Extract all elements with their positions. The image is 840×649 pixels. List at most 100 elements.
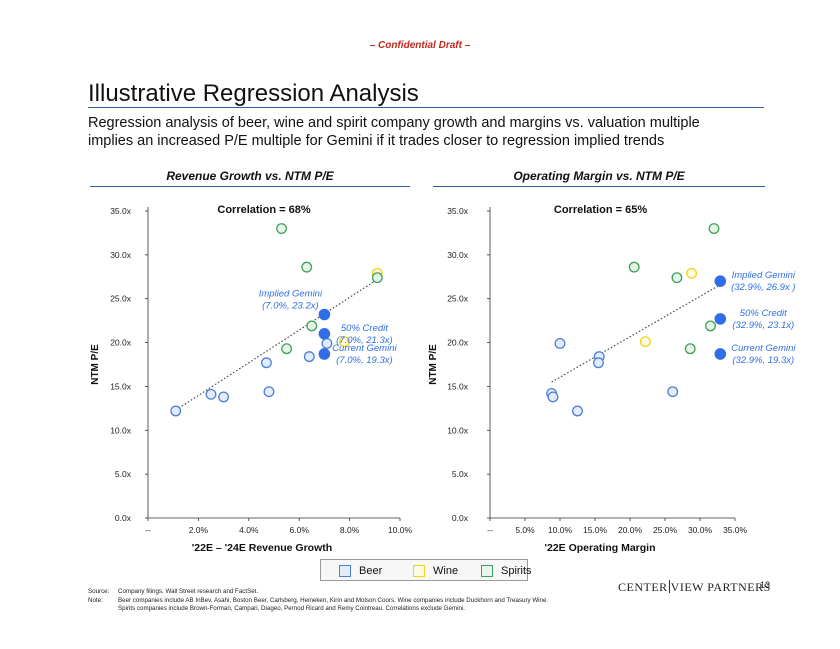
note-text-2: Spirits companies include Brown-Forman, …	[118, 605, 465, 612]
chart1-beer-point	[170, 405, 182, 417]
confidential-banner: – Confidential Draft –	[369, 40, 471, 51]
chart2-y-tick-label: 5.0x	[452, 469, 469, 479]
chart1-title: Revenue Growth vs. NTM P/E	[166, 169, 334, 183]
chart1-y-tick-label: 0.0x	[115, 513, 132, 523]
chart2-x-tick-label: 30.0%	[688, 525, 713, 535]
chart2-y-tick-label: 25.0x	[447, 294, 469, 304]
chart1-wine-point	[339, 336, 351, 348]
chart1-beer-point	[263, 386, 275, 398]
chart1-x-axis-title: '22E – '24E Revenue Growth	[192, 542, 332, 554]
chart1-x-tick-label: 4.0%	[239, 525, 259, 535]
chart1-gemini-value-label: (7.0%, 23.2x)	[262, 301, 319, 312]
page-title: Illustrative Regression Analysis	[88, 80, 419, 107]
chart2-gemini-value-label: (32.9%, 19.3x)	[732, 355, 794, 366]
chart2-spirits-point	[708, 223, 720, 234]
chart1-spirits-point	[276, 223, 288, 234]
chart2-spirits-point	[628, 261, 640, 273]
chart1-beer-point	[260, 357, 272, 369]
logo-text-left: CENTER	[618, 580, 668, 594]
chart2-x-tick-label: 10.0%	[548, 525, 573, 535]
chart2-y-tick-label: 15.0x	[447, 381, 469, 391]
note-line-1: Note: Beer companies include AB InBev, A…	[88, 597, 548, 606]
page-subtitle: Regression analysis of beer, wine and sp…	[88, 115, 700, 149]
chart1-spirits-point	[371, 272, 383, 284]
chart1-y-tick-label: 20.0x	[110, 338, 132, 348]
logo-text-right: VIEW PARTNERS	[670, 580, 771, 594]
legend-label-wine: Wine	[433, 565, 459, 577]
logo-divider	[668, 580, 670, 593]
chart1-y-axis-title: NTM P/E	[90, 344, 101, 385]
beer-swatch	[339, 565, 351, 577]
centerview-logo: CENTER VIEW PARTNERS	[618, 580, 771, 595]
chart2-beer-point	[554, 337, 566, 349]
chart1-y-tick-label: 30.0x	[110, 250, 132, 260]
chart1-gemini-point	[318, 328, 331, 340]
chart2-beer-point	[667, 386, 679, 398]
chart2-x-tick-label: 20.0%	[618, 525, 643, 535]
chart1-y-tick-label: 35.0x	[110, 206, 132, 216]
legend-item-beer: Beer	[339, 564, 382, 578]
chart2-gemini-point	[714, 313, 727, 325]
chart1-y-tick-label: 5.0x	[115, 469, 132, 479]
chart1-revenue-growth-scatter: 0.0x 5.0x 10.0x 15.0x 20.0x 25.0x 30.0x 35.0x --…	[90, 204, 412, 554]
legend-label-spirits: Spirits	[501, 565, 532, 577]
chart1-correlation-label: Correlation = 68%	[217, 204, 310, 216]
chart1-gemini-point	[318, 348, 331, 360]
chart1-gemini-value-label: (7.0%, 19.3x)	[336, 355, 393, 366]
wine-swatch	[413, 565, 425, 577]
chart1-y-tick-label: 10.0x	[110, 425, 132, 435]
chart1-y-tick-label: 25.0x	[110, 294, 132, 304]
chart1-x-tick-label: --	[145, 525, 151, 535]
chart2-correlation-label: Correlation = 65%	[554, 204, 647, 216]
note-line-2: Spirits companies include Brown-Forman, …	[88, 605, 548, 614]
chart2-x-tick-label: 25.0%	[653, 525, 678, 535]
chart2-x-tick-label: 5.0%	[515, 525, 535, 535]
chart2-y-tick-label: 35.0x	[447, 206, 469, 216]
legend-item-spirits: Spirits	[481, 564, 532, 578]
note-label: Note:	[88, 596, 103, 604]
chart-legend: Beer Wine Spirits	[320, 559, 532, 581]
chart2-y-tick-label: 30.0x	[447, 250, 469, 260]
footnotes: Source: Company filings, Wall Street res…	[88, 588, 548, 614]
chart2-gemini-point	[714, 348, 727, 360]
chart2-spirits-point	[671, 272, 683, 284]
chart1-x-tick-label: 6.0%	[290, 525, 310, 535]
chart2-beer-point	[593, 357, 604, 369]
chart2-y-tick-label: 0.0x	[452, 513, 469, 523]
chart2-wine-point	[639, 336, 651, 348]
chart2-gemini-label: Current Gemini	[731, 343, 796, 354]
chart2-y-axis-title: NTM P/E	[428, 344, 439, 385]
chart2-x-tick-label: --	[487, 525, 493, 535]
chart2-wine-point	[686, 267, 698, 279]
chart1-title-rule	[90, 186, 410, 187]
chart2-beer-point	[547, 391, 559, 403]
legend-label-beer: Beer	[359, 565, 383, 577]
note-text-1: Beer companies include AB InBev, Asahi, …	[118, 596, 549, 604]
chart2-title-rule	[433, 186, 765, 187]
chart1-spirits-point	[306, 320, 318, 332]
chart2-gemini-value-label: (32.9%, 26.9x )	[731, 282, 795, 293]
chart1-x-tick-label: 8.0%	[340, 525, 360, 535]
spirits-swatch	[481, 565, 493, 577]
chart1-gemini-label: Current Gemini	[332, 343, 397, 354]
page-number: 13	[760, 580, 771, 590]
source-label: Source:	[88, 588, 110, 595]
chart1-spirits-point	[301, 261, 313, 273]
source-note: Source: Company filings, Wall Street res…	[88, 588, 548, 597]
chart1-x-tick-label: 2.0%	[189, 525, 209, 535]
chart2-title: Operating Margin vs. NTM P/E	[513, 169, 685, 183]
chart2-spirits-point	[684, 343, 696, 355]
chart1-y-tick-label: 15.0x	[110, 381, 132, 391]
chart2-x-axis-title: '22E Operating Margin	[544, 542, 655, 554]
chart2-gemini-value-label: (32.9%, 23.1x)	[732, 320, 794, 331]
chart2-operating-margin-scatter: 0.0x 5.0x 10.0x 15.0x 20.0x 25.0x 30.0x 35.0x --…	[428, 204, 796, 554]
chart1-beer-point	[321, 337, 333, 349]
chart1-regression-trendline	[175, 278, 378, 411]
source-text: Company filings, Wall Street research an…	[118, 588, 259, 595]
chart2-y-tick-label: 20.0x	[447, 338, 469, 348]
chart2-gemini-point	[714, 275, 727, 287]
chart2-regression-trendline	[551, 284, 721, 383]
chart1-spirits-point	[281, 343, 293, 355]
chart2-beer-point	[572, 405, 583, 417]
chart2-y-tick-label: 10.0x	[447, 425, 469, 435]
